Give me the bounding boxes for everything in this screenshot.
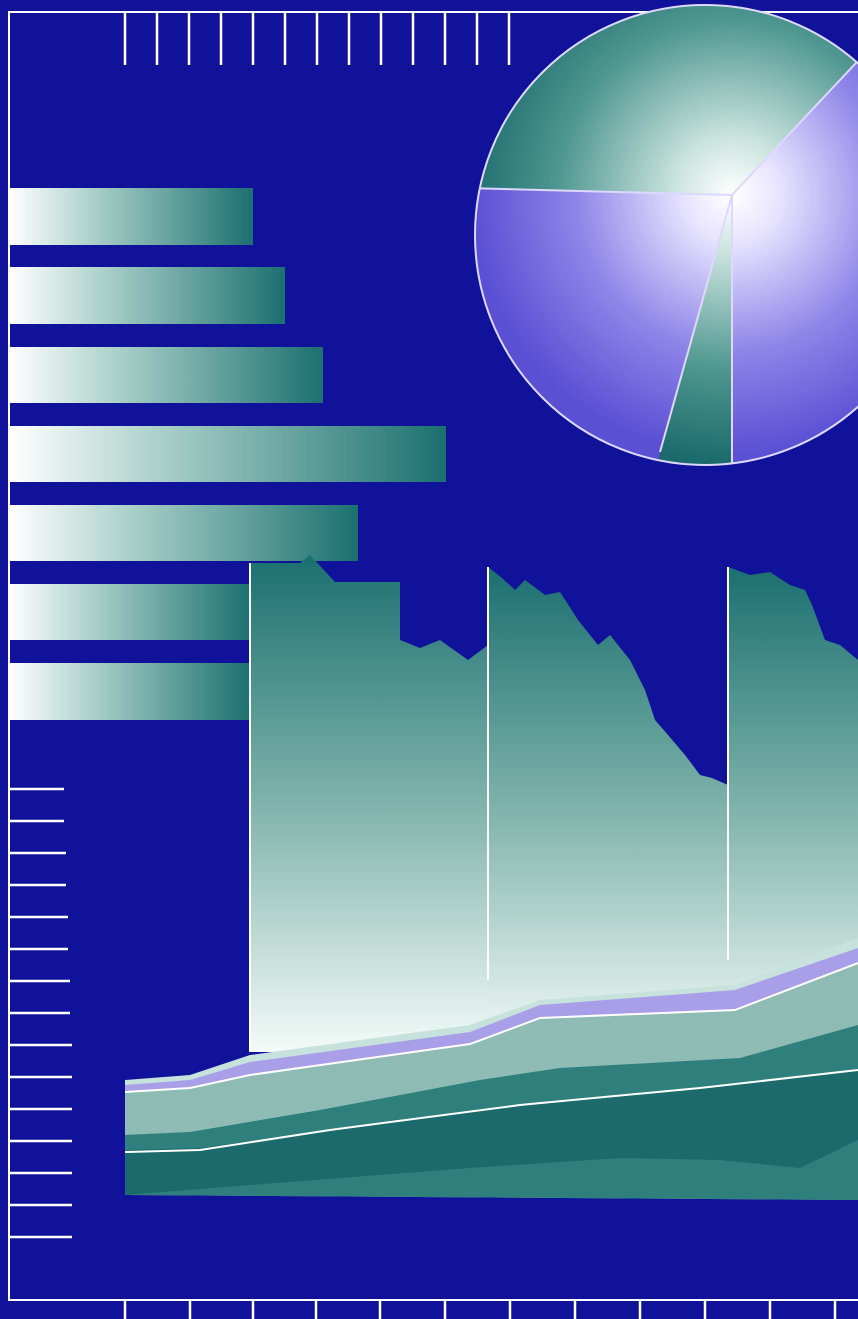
left-ticks bbox=[9, 787, 72, 1239]
panels bbox=[250, 555, 858, 1052]
pie-outline bbox=[474, 4, 858, 466]
stacked-areas bbox=[124, 938, 858, 1200]
frame bbox=[8, 11, 858, 1301]
bottom-ticks bbox=[123, 1300, 837, 1319]
bars bbox=[10, 188, 446, 720]
panel-dividers bbox=[249, 563, 729, 1052]
top-ticks bbox=[123, 12, 511, 65]
